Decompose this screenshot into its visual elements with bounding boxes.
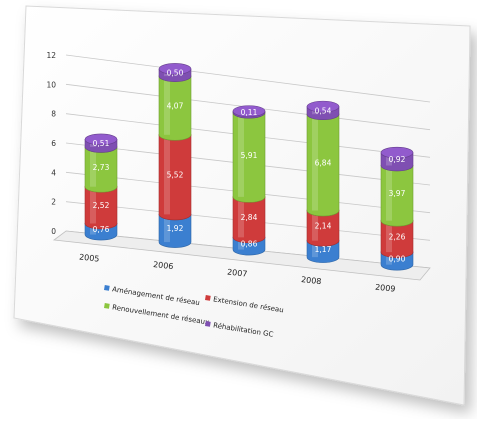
data-label: 0,92 xyxy=(389,155,406,164)
data-label: 6,84 xyxy=(315,158,332,167)
data-label: 1,92 xyxy=(167,224,184,233)
y-tick-label: 2 xyxy=(51,198,56,207)
bars xyxy=(84,63,414,271)
data-label: 0,86 xyxy=(241,239,258,248)
data-label: 5,52 xyxy=(167,171,184,180)
legend-swatch xyxy=(205,295,211,301)
y-tick-label: 6 xyxy=(51,139,56,148)
x-tick-label: 2008 xyxy=(301,275,322,286)
x-tick-label: 2009 xyxy=(375,283,396,294)
data-label: 0,90 xyxy=(389,254,406,263)
legend-swatch xyxy=(104,303,110,309)
legend-swatch xyxy=(205,321,211,327)
y-tick-label: 10 xyxy=(46,80,56,89)
y-tick-label: 4 xyxy=(51,168,56,177)
data-label: 0,54 xyxy=(315,106,332,115)
data-label: 0,50 xyxy=(167,69,184,78)
y-tick-label: 12 xyxy=(46,51,56,60)
gridline xyxy=(65,54,431,103)
data-label: 2,26 xyxy=(389,232,406,241)
y-tick-label: 0 xyxy=(51,227,56,236)
x-tick-label: 2005 xyxy=(79,253,100,264)
data-label: 2,84 xyxy=(241,213,258,222)
data-label: 2,73 xyxy=(93,163,110,172)
legend-swatch xyxy=(104,285,110,291)
bar-segment xyxy=(158,63,192,82)
bar-segment xyxy=(84,133,118,153)
data-label: 5,91 xyxy=(241,151,258,160)
x-tick-label: 2007 xyxy=(227,268,248,279)
data-label: 3,97 xyxy=(389,189,406,198)
y-tick-label: 8 xyxy=(51,110,56,119)
x-tick-label: 2006 xyxy=(153,260,174,271)
bar-segment xyxy=(380,146,414,172)
data-labels: 0,76 2,52 2,73 0,51 1,92 5,52 4,07 0,50 0,86 2,84… xyxy=(93,69,406,264)
data-label: 0,11 xyxy=(241,108,258,117)
data-label: 4,07 xyxy=(167,101,184,110)
data-label: 0,51 xyxy=(93,139,110,148)
bar-segment xyxy=(232,105,266,119)
data-label: 1,17 xyxy=(315,245,332,254)
data-label: 0,76 xyxy=(93,225,110,234)
bar-segment xyxy=(306,100,340,121)
data-label: 2,14 xyxy=(315,222,332,231)
data-label: 2,52 xyxy=(93,201,110,210)
